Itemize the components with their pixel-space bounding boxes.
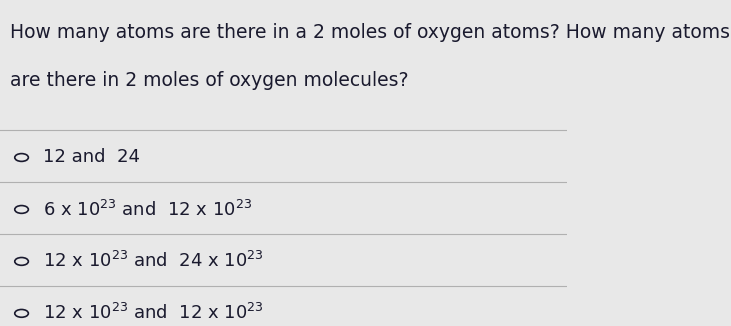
- Text: 6 x 10$^{23}$ and  12 x 10$^{23}$: 6 x 10$^{23}$ and 12 x 10$^{23}$: [42, 200, 251, 219]
- Text: How many atoms are there in a 2 moles of oxygen atoms? How many atoms: How many atoms are there in a 2 moles of…: [10, 23, 730, 42]
- Text: 12 x 10$^{23}$ and  12 x 10$^{23}$: 12 x 10$^{23}$ and 12 x 10$^{23}$: [42, 303, 263, 323]
- Text: 12 x 10$^{23}$ and  24 x 10$^{23}$: 12 x 10$^{23}$ and 24 x 10$^{23}$: [42, 251, 263, 272]
- Text: are there in 2 moles of oxygen molecules?: are there in 2 moles of oxygen molecules…: [10, 71, 409, 90]
- Text: 12 and  24: 12 and 24: [42, 149, 140, 167]
